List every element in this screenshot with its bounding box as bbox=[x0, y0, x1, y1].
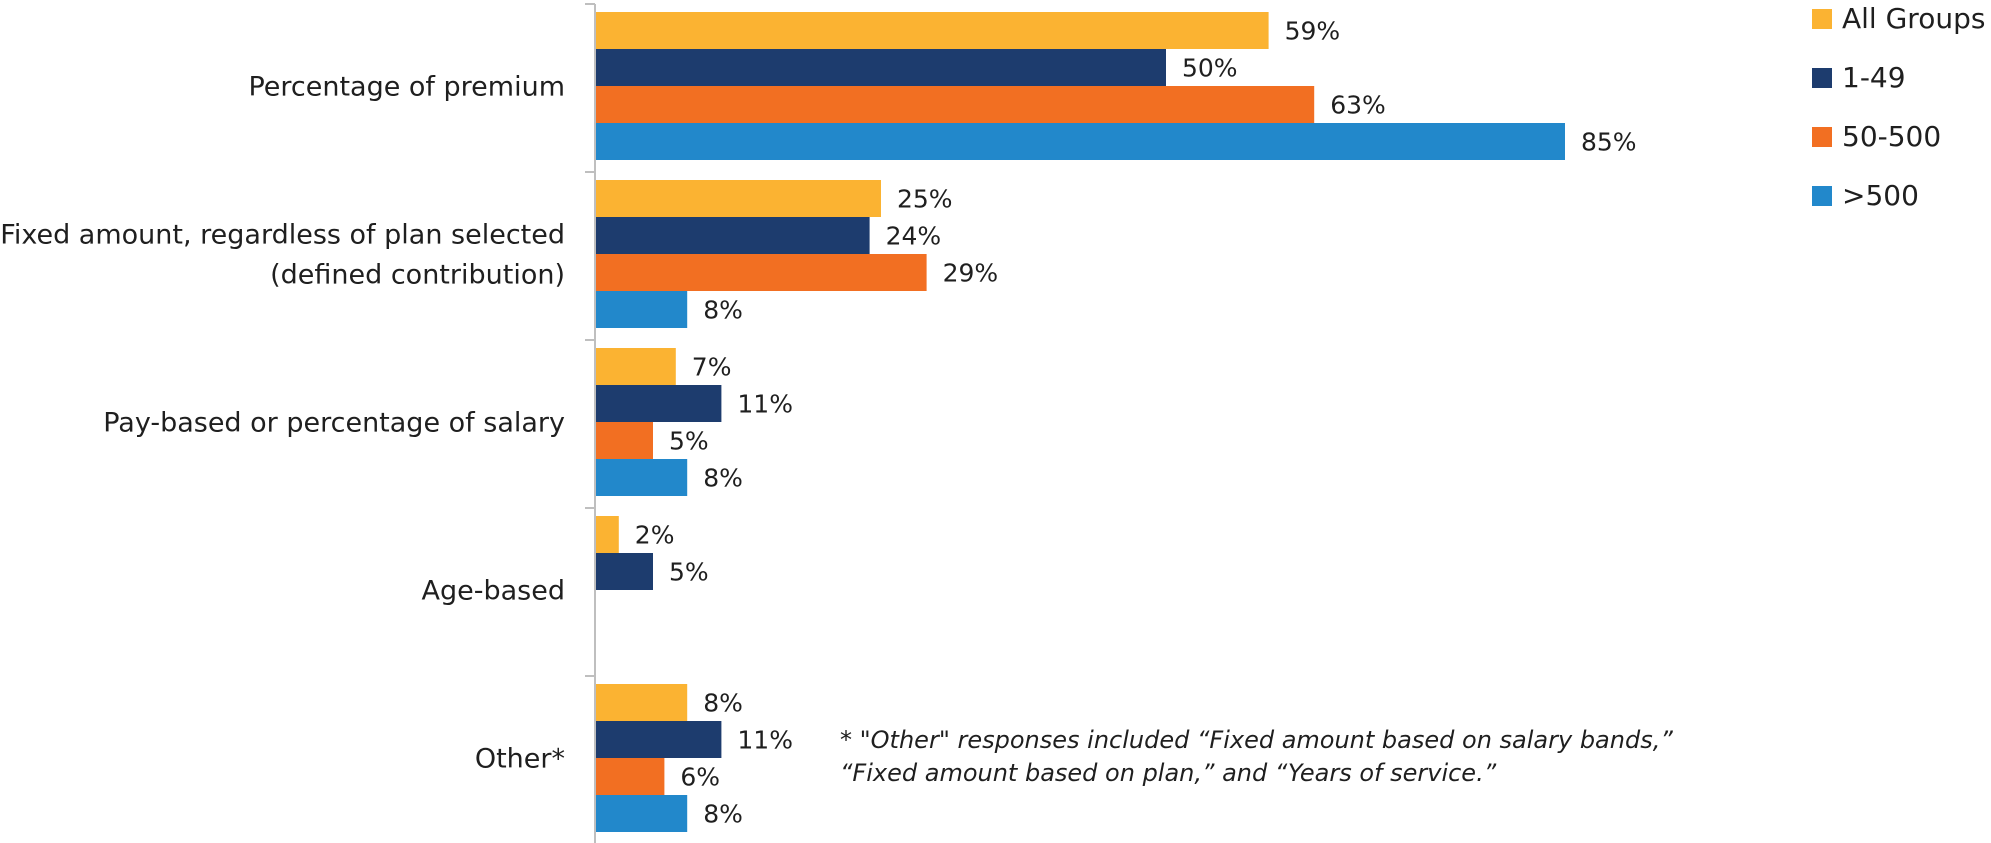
data-label: 5% bbox=[669, 427, 709, 456]
legend-label: 50-500 bbox=[1842, 120, 1941, 153]
data-label: 8% bbox=[703, 689, 743, 718]
bar bbox=[596, 721, 722, 758]
bar bbox=[596, 123, 1565, 160]
data-label: 11% bbox=[737, 726, 793, 755]
data-label: 2% bbox=[635, 521, 675, 550]
data-label: 24% bbox=[886, 222, 942, 251]
bar bbox=[596, 422, 653, 459]
category-label: Percentage of premium bbox=[248, 72, 565, 103]
data-label: 50% bbox=[1182, 54, 1238, 83]
footnote-line-1: * "Other" responses included “Fixed amou… bbox=[840, 726, 1673, 754]
category-label: Age-based bbox=[422, 576, 565, 607]
category-label: Pay-based or percentage of salary bbox=[103, 408, 565, 439]
bar bbox=[596, 684, 688, 721]
legend-label: 1-49 bbox=[1842, 61, 1906, 94]
bar bbox=[596, 49, 1166, 86]
data-label: 8% bbox=[703, 464, 743, 493]
footnote: * "Other" responses included “Fixed amou… bbox=[840, 724, 1840, 790]
legend-label: All Groups bbox=[1842, 2, 1985, 35]
data-label: 8% bbox=[703, 800, 743, 829]
category-label: Other* bbox=[475, 744, 565, 775]
bar bbox=[596, 795, 688, 832]
data-label: 5% bbox=[669, 558, 709, 587]
bar bbox=[596, 254, 927, 291]
category-label: Fixed amount, regardless of plan selecte… bbox=[0, 220, 565, 251]
bar bbox=[596, 180, 881, 217]
legend-swatch bbox=[1812, 186, 1832, 206]
bar bbox=[596, 86, 1315, 123]
footnote-line-2: “Fixed amount based on plan,” and “Years… bbox=[840, 759, 1497, 787]
data-label: 59% bbox=[1285, 17, 1341, 46]
legend-label: >500 bbox=[1842, 179, 1919, 212]
data-label: 63% bbox=[1330, 91, 1386, 120]
data-label: 11% bbox=[737, 390, 793, 419]
legend-swatch bbox=[1812, 127, 1832, 147]
bar bbox=[596, 385, 722, 422]
bar bbox=[596, 291, 688, 328]
bar bbox=[596, 459, 688, 496]
bar bbox=[596, 12, 1269, 49]
bar bbox=[596, 758, 665, 795]
category-label: (defined contribution) bbox=[270, 260, 565, 291]
bar bbox=[596, 217, 870, 254]
data-label: 25% bbox=[897, 185, 953, 214]
bar bbox=[596, 348, 676, 385]
data-label: 8% bbox=[703, 296, 743, 325]
data-label: 85% bbox=[1581, 128, 1637, 157]
data-label: 7% bbox=[692, 353, 732, 382]
legend-swatch bbox=[1812, 9, 1832, 29]
legend-swatch bbox=[1812, 68, 1832, 88]
data-label: 6% bbox=[680, 763, 720, 792]
bar bbox=[596, 553, 653, 590]
data-label: 29% bbox=[943, 259, 999, 288]
bar bbox=[596, 516, 619, 553]
